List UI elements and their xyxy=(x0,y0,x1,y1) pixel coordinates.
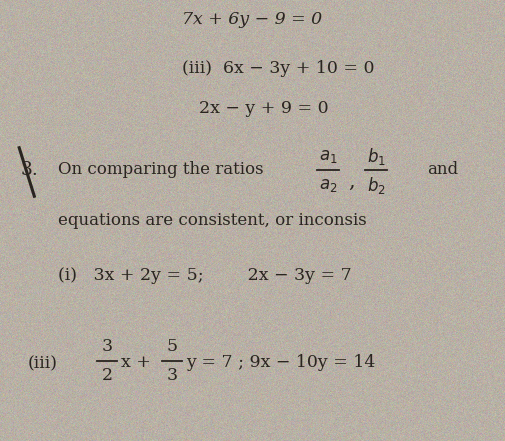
Text: $a_2$: $a_2$ xyxy=(319,177,337,194)
Text: (i)   3x + 2y = 5;        2x − 3y = 7: (i) 3x + 2y = 5; 2x − 3y = 7 xyxy=(58,267,352,284)
Text: (iii)  6x − 3y + 10 = 0: (iii) 6x − 3y + 10 = 0 xyxy=(182,60,374,77)
Text: 2: 2 xyxy=(102,367,113,384)
Text: ,: , xyxy=(348,172,356,191)
Text: y = 7 ; 9x − 10y = 14: y = 7 ; 9x − 10y = 14 xyxy=(186,354,375,371)
Text: $a_1$: $a_1$ xyxy=(319,148,337,165)
Text: 3.: 3. xyxy=(20,161,38,179)
Text: 5: 5 xyxy=(166,338,177,355)
Text: and: and xyxy=(427,161,458,178)
Text: $b_2$: $b_2$ xyxy=(367,175,386,196)
Text: 7x + 6y − 9 = 0: 7x + 6y − 9 = 0 xyxy=(182,11,323,28)
Text: (iii): (iii) xyxy=(28,355,58,372)
Text: x +: x + xyxy=(121,354,151,371)
Text: On comparing the ratios: On comparing the ratios xyxy=(58,161,264,178)
Text: 2x − y + 9 = 0: 2x − y + 9 = 0 xyxy=(199,100,329,116)
Text: equations are consistent, or inconsis: equations are consistent, or inconsis xyxy=(58,212,367,229)
Text: 3: 3 xyxy=(166,367,177,384)
Text: 3: 3 xyxy=(102,338,113,355)
Text: $b_1$: $b_1$ xyxy=(367,146,386,167)
